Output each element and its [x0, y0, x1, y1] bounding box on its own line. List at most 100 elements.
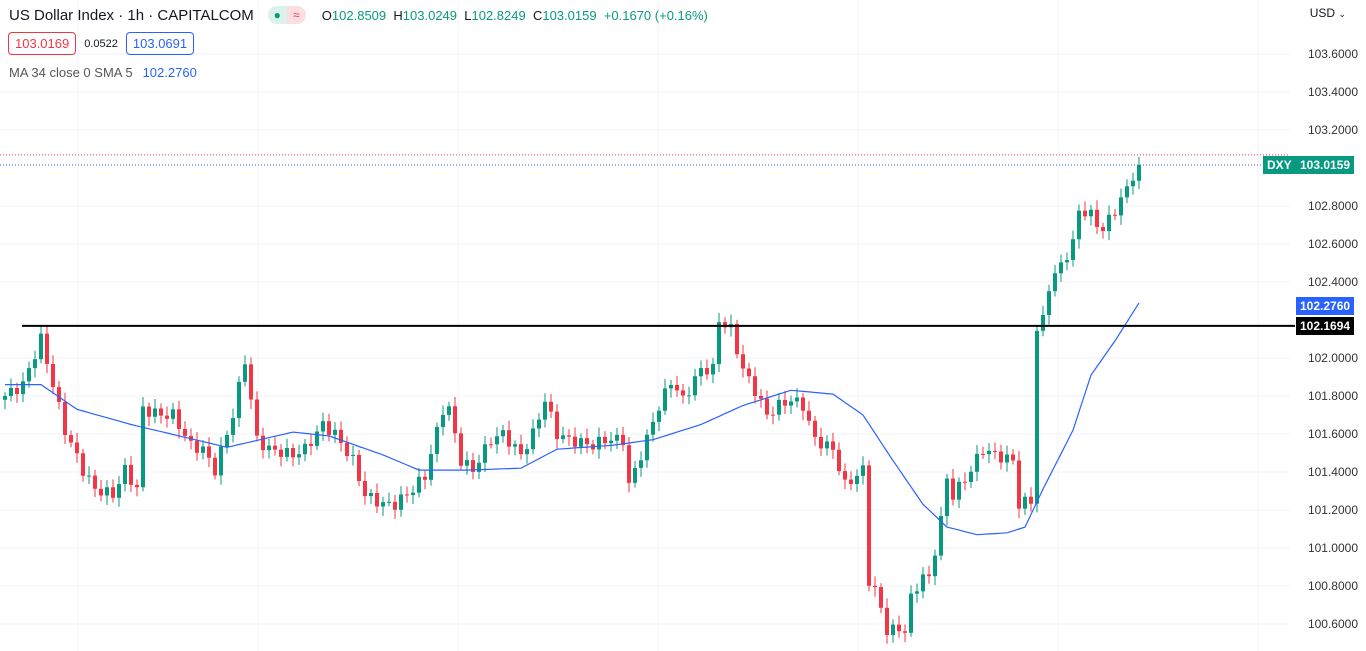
candle-body	[1101, 227, 1105, 232]
candle-body	[951, 478, 955, 500]
candle-body	[597, 436, 601, 450]
candle-body	[693, 376, 697, 396]
candle-body	[549, 401, 553, 412]
candle-body	[999, 451, 1003, 463]
candle-body	[183, 428, 187, 436]
candle-body	[543, 401, 547, 420]
candle-body	[297, 454, 301, 458]
candle-body	[909, 593, 913, 633]
candle-body	[705, 368, 709, 375]
candle-body	[1125, 186, 1129, 198]
candle-body	[1077, 210, 1081, 240]
currency-selector[interactable]: USD ⌄	[1309, 6, 1346, 20]
candle-body	[885, 607, 889, 635]
candle-body	[1071, 239, 1075, 260]
candle-body	[1011, 454, 1015, 461]
candle-body	[159, 408, 163, 416]
candle-body	[249, 364, 253, 400]
price-tick-label: 100.6000	[1307, 617, 1358, 631]
candle-body	[879, 587, 883, 608]
candle-body	[69, 435, 73, 443]
candle-body	[9, 387, 13, 396]
candle-body	[681, 390, 685, 396]
candle-body	[453, 406, 457, 434]
candle-body	[639, 460, 643, 468]
candle-body	[57, 387, 61, 402]
price-tick-label: 103.2000	[1307, 123, 1358, 137]
candle-body	[939, 516, 943, 556]
candle-body	[825, 441, 829, 449]
price-tick-label: 102.6000	[1307, 237, 1358, 251]
candle-body	[429, 453, 433, 480]
candle-body	[837, 449, 841, 472]
candle-body	[381, 502, 385, 507]
candle-body	[555, 411, 559, 440]
candle-body	[537, 419, 541, 429]
sell-button[interactable]: 103.0169	[8, 32, 77, 55]
candle-body	[27, 368, 31, 382]
price-tick-label: 102.4000	[1307, 275, 1358, 289]
candle-body	[201, 446, 205, 453]
candle-body	[915, 591, 919, 594]
candle-body	[675, 385, 679, 391]
ma-line	[5, 302, 1140, 536]
candle-body	[135, 484, 139, 488]
candle-body	[435, 426, 439, 454]
candle-body	[789, 401, 793, 406]
candle-body	[645, 434, 649, 461]
price-tick-label: 101.4000	[1307, 465, 1358, 479]
price-tick-label: 101.0000	[1307, 541, 1358, 555]
candle-body	[975, 453, 979, 472]
symbol-tag: DXY	[1263, 155, 1296, 174]
price-tick-label: 101.8000	[1307, 389, 1358, 403]
status-pill[interactable]: ● ≈	[267, 6, 306, 24]
candle-body	[75, 442, 79, 454]
candle-body	[105, 487, 109, 496]
candle-body	[795, 397, 799, 402]
ma-value: 102.2760	[142, 65, 197, 80]
candle-body	[1041, 314, 1045, 331]
candle-body	[927, 574, 931, 577]
price-tick-label: 103.4000	[1307, 85, 1358, 99]
candle-body	[963, 481, 967, 483]
candle-body	[867, 465, 871, 586]
candle-body	[501, 430, 505, 437]
candle-body	[897, 624, 901, 632]
candle-body	[849, 479, 853, 484]
chart-legend: US Dollar Index · 1h · CAPITALCOM ● ≈ O1…	[9, 6, 708, 24]
candle-body	[1095, 209, 1099, 228]
candle-body	[261, 435, 265, 451]
price-tick-label: 102.8000	[1307, 199, 1358, 213]
candle-body	[267, 445, 271, 451]
candle-body	[945, 478, 949, 517]
candle-body	[333, 429, 337, 435]
price-tick-label: 103.6000	[1307, 47, 1358, 61]
candle-body	[609, 440, 613, 444]
candle-body	[561, 435, 565, 440]
candle-body	[1137, 164, 1141, 181]
candle-body	[519, 444, 523, 455]
candle-body	[195, 440, 199, 453]
candle-body	[21, 381, 25, 395]
candle-body	[207, 446, 211, 458]
price-tick-label: 102.0000	[1307, 351, 1358, 365]
candle-body	[525, 449, 529, 455]
candle-body	[405, 494, 409, 496]
ma-indicator-legend[interactable]: MA 34 close 0 SMA 5 102.2760	[9, 65, 197, 80]
candle-body	[495, 436, 499, 445]
candle-body	[861, 465, 865, 476]
candle-body	[1131, 180, 1135, 187]
candle-body	[231, 418, 235, 435]
buy-button[interactable]: 103.0691	[125, 32, 195, 55]
candle-body	[615, 434, 619, 441]
candle-body	[633, 467, 637, 483]
candle-body	[315, 431, 319, 446]
candle-body	[723, 322, 727, 328]
candle-body	[531, 428, 535, 450]
symbol-title[interactable]: US Dollar Index · 1h · CAPITALCOM	[9, 6, 254, 24]
candle-body	[471, 460, 475, 472]
candle-body	[1047, 291, 1051, 315]
candle-body	[819, 436, 823, 449]
candle-body	[807, 410, 811, 421]
